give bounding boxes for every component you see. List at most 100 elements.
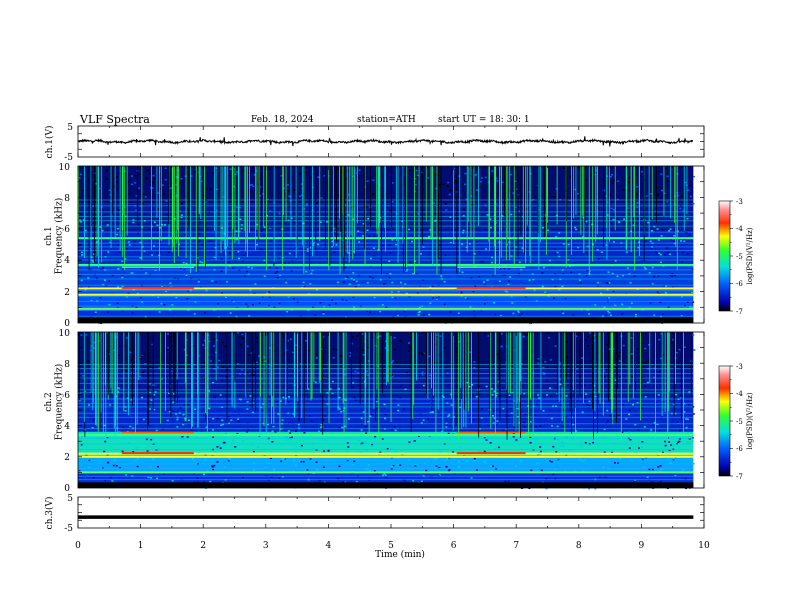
spectral-speck <box>121 274 124 277</box>
spectral-speck <box>648 468 651 471</box>
spectral-speck <box>170 370 173 373</box>
spectral-speck <box>478 186 481 188</box>
sferic-line <box>620 332 622 441</box>
spectral-speck <box>537 362 540 364</box>
spectral-speck <box>611 451 614 454</box>
sferic-line <box>345 332 347 428</box>
spectral-speck <box>562 273 565 275</box>
spectral-speck <box>348 418 350 420</box>
sferic-line <box>390 332 392 422</box>
spectral-speck <box>448 414 451 416</box>
sferic-line <box>640 332 641 421</box>
hum-line <box>78 310 694 311</box>
spectral-speck <box>448 383 451 386</box>
spectral-speck <box>89 316 92 318</box>
spectral-speck <box>137 224 140 226</box>
spectral-speck <box>603 370 606 372</box>
spectral-speck <box>401 220 404 222</box>
spectral-speck <box>324 439 327 441</box>
spectral-speck <box>535 380 538 383</box>
spectral-speck <box>317 479 320 481</box>
spectral-speck <box>561 441 564 444</box>
spectral-speck <box>329 388 332 390</box>
spectral-speck <box>320 197 323 199</box>
spectral-speck <box>391 201 394 203</box>
spectral-speck <box>602 466 605 469</box>
spectral-speck <box>258 302 261 305</box>
spectral-speck <box>558 255 561 258</box>
spectral-speck <box>117 354 120 356</box>
sferic-line <box>571 166 572 255</box>
spectral-speck <box>566 397 569 400</box>
spectral-speck <box>651 481 654 483</box>
spectral-speck <box>650 247 653 250</box>
sferic-line <box>569 332 571 411</box>
spectral-speck <box>319 302 322 304</box>
spectral-speck <box>394 297 397 299</box>
sferic-line <box>261 166 263 233</box>
time-tick-label: 1 <box>138 541 144 551</box>
sferic-line <box>285 332 287 405</box>
spectral-speck <box>377 336 379 339</box>
spectral-speck <box>270 476 273 478</box>
spectral-speck <box>99 226 102 228</box>
spectral-speck <box>476 469 478 471</box>
spectral-speck <box>327 449 330 451</box>
spectral-speck <box>334 302 337 305</box>
spectral-speck <box>389 210 392 212</box>
spectral-speck <box>487 425 490 427</box>
sferic-line <box>592 166 594 262</box>
spectral-speck <box>397 290 400 293</box>
spectral-speck <box>636 402 639 404</box>
spectral-speck <box>562 425 565 428</box>
spectral-speck <box>195 436 198 439</box>
sferic-line <box>431 332 432 389</box>
spectral-speck <box>379 279 382 281</box>
sferic-line <box>135 332 136 433</box>
spectral-speck <box>244 373 247 375</box>
spectral-speck <box>213 464 216 467</box>
spectral-speck <box>422 279 425 281</box>
spectral-speck <box>231 300 234 302</box>
spectral-speck <box>490 469 493 472</box>
spectral-speck <box>119 467 122 469</box>
spectral-speck <box>552 473 555 476</box>
spectral-speck <box>352 296 355 298</box>
spectral-speck <box>470 477 473 479</box>
spectral-speck <box>444 254 447 256</box>
spectral-speck <box>104 440 107 443</box>
spectral-speck <box>451 223 454 225</box>
spectral-speck <box>152 174 155 177</box>
spectral-speck <box>507 283 510 286</box>
spectral-speck <box>609 415 612 417</box>
sferic-line <box>579 332 581 387</box>
sferic-line <box>105 332 107 441</box>
spectral-speck <box>338 465 341 468</box>
spectral-speck <box>447 181 450 184</box>
spectral-speck <box>183 349 186 351</box>
spectral-speck <box>190 277 193 280</box>
spectral-speck <box>647 221 650 224</box>
sferic-line <box>463 332 465 410</box>
sferic-line <box>159 166 160 271</box>
sferic-line <box>525 166 527 264</box>
spectral-speck <box>381 438 384 440</box>
hum-line <box>78 389 694 391</box>
spectral-speck <box>634 423 637 426</box>
spectral-speck <box>489 442 492 444</box>
spectral-speck <box>322 311 325 314</box>
spectral-speck <box>608 348 611 350</box>
spectral-speck <box>435 457 438 460</box>
spectral-speck <box>670 238 673 241</box>
spectral-speck <box>691 440 694 443</box>
spectral-speck <box>331 433 334 435</box>
spectral-speck <box>117 267 120 270</box>
spectral-speck <box>384 368 387 371</box>
spectral-speck <box>127 180 130 183</box>
spectral-speck <box>364 425 367 428</box>
spectral-speck <box>628 431 631 434</box>
sferic-line <box>226 332 228 421</box>
spectral-speck <box>664 285 667 287</box>
spectral-speck <box>362 354 365 356</box>
spectral-speck <box>462 231 465 234</box>
